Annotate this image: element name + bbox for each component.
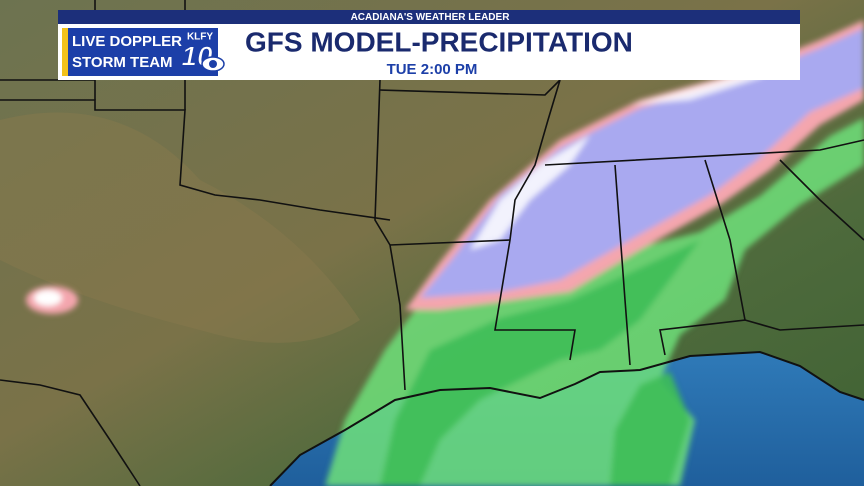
logo-box [62,28,218,76]
rain-moderate-east [610,372,690,486]
border-mo-ar [379,79,561,96]
border-ga-fl [744,319,864,331]
logo-stripe [62,28,68,76]
precipitation [26,20,864,486]
time-label: TUE 2:00 PM [387,61,478,78]
logo-station: KLFY [187,32,213,43]
border-ms-river [494,79,576,361]
border-ar-la [389,239,511,246]
cbs-eye [201,56,225,72]
dry-terrain [0,112,360,343]
rain-moderate [380,240,700,486]
border-ok-tx [0,99,391,221]
border-ga-sc [779,159,864,241]
tagline-bar [58,10,800,24]
border-tn-south [544,139,864,166]
tagline: ACADIANA'S WEATHER LEADER [351,12,511,23]
logo-line1: LIVE DOPPLER [72,33,182,50]
border-ms-al [614,164,631,366]
border-mexico [0,379,141,486]
logo-line2: STORM TEAM [72,54,173,71]
snow-west [34,290,62,306]
snow [420,28,864,298]
logo-channel: 10 [181,40,213,71]
title: GFS MODEL-PRECIPITATION [245,26,633,57]
coastline [269,350,864,486]
